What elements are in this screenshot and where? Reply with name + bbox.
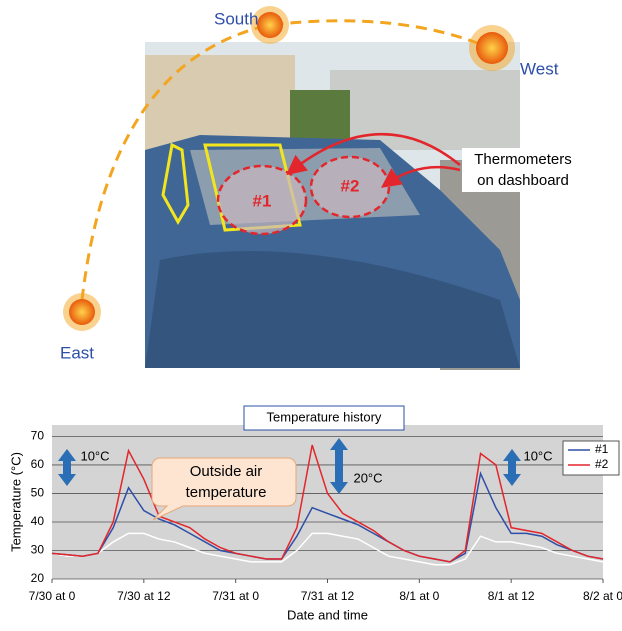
legend-box — [563, 441, 619, 475]
east-label: East — [60, 343, 94, 362]
x-tick-label: 7/30 at 12 — [117, 589, 171, 603]
x-axis-label: Date and time — [287, 607, 368, 622]
annotation: 10°C — [80, 448, 109, 463]
x-tick-label: 7/30 at 0 — [29, 589, 76, 603]
west-label: West — [520, 59, 559, 78]
thermometer-1-label: #1 — [253, 191, 272, 210]
callout-text: Thermometers — [474, 151, 572, 168]
y-tick-label: 20 — [31, 571, 45, 585]
chart-title: Temperature history — [267, 409, 382, 424]
x-tick-label: 8/1 at 12 — [488, 589, 535, 603]
x-tick-label: 8/1 at 0 — [399, 589, 439, 603]
plot-area — [52, 425, 603, 579]
thermometer-2-label: #2 — [341, 176, 360, 195]
y-tick-label: 50 — [31, 486, 45, 500]
callout-text: Outside air — [190, 463, 263, 480]
callout-text: temperature — [186, 484, 267, 501]
annotation: 10°C — [523, 448, 552, 463]
legend-label: #1 — [595, 442, 609, 456]
sun-icon — [469, 25, 515, 71]
y-tick-label: 40 — [31, 514, 45, 528]
legend-label: #2 — [595, 457, 609, 471]
y-tick-label: 30 — [31, 543, 45, 557]
sun-icon — [63, 293, 101, 331]
x-tick-label: 8/2 at 0 — [583, 589, 622, 603]
x-tick-label: 7/31 at 0 — [212, 589, 259, 603]
y-tick-label: 70 — [31, 429, 45, 443]
annotation: 20°C — [353, 470, 382, 485]
y-axis-label: Temperature (°C) — [8, 452, 23, 552]
south-label: South — [214, 9, 258, 28]
y-tick-label: 60 — [31, 457, 45, 471]
figure: #1 #2 Thermometers on dashboard South We… — [0, 0, 622, 626]
callout-text: on dashboard — [477, 172, 569, 189]
chart: 20 30 40 50 60 70 7/30 at 0 7/30 at 12 7/31 at 0… — [8, 406, 622, 622]
x-tick-label: 7/31 at 12 — [301, 589, 355, 603]
photo: #1 #2 Thermometers on dashboard — [145, 42, 584, 370]
